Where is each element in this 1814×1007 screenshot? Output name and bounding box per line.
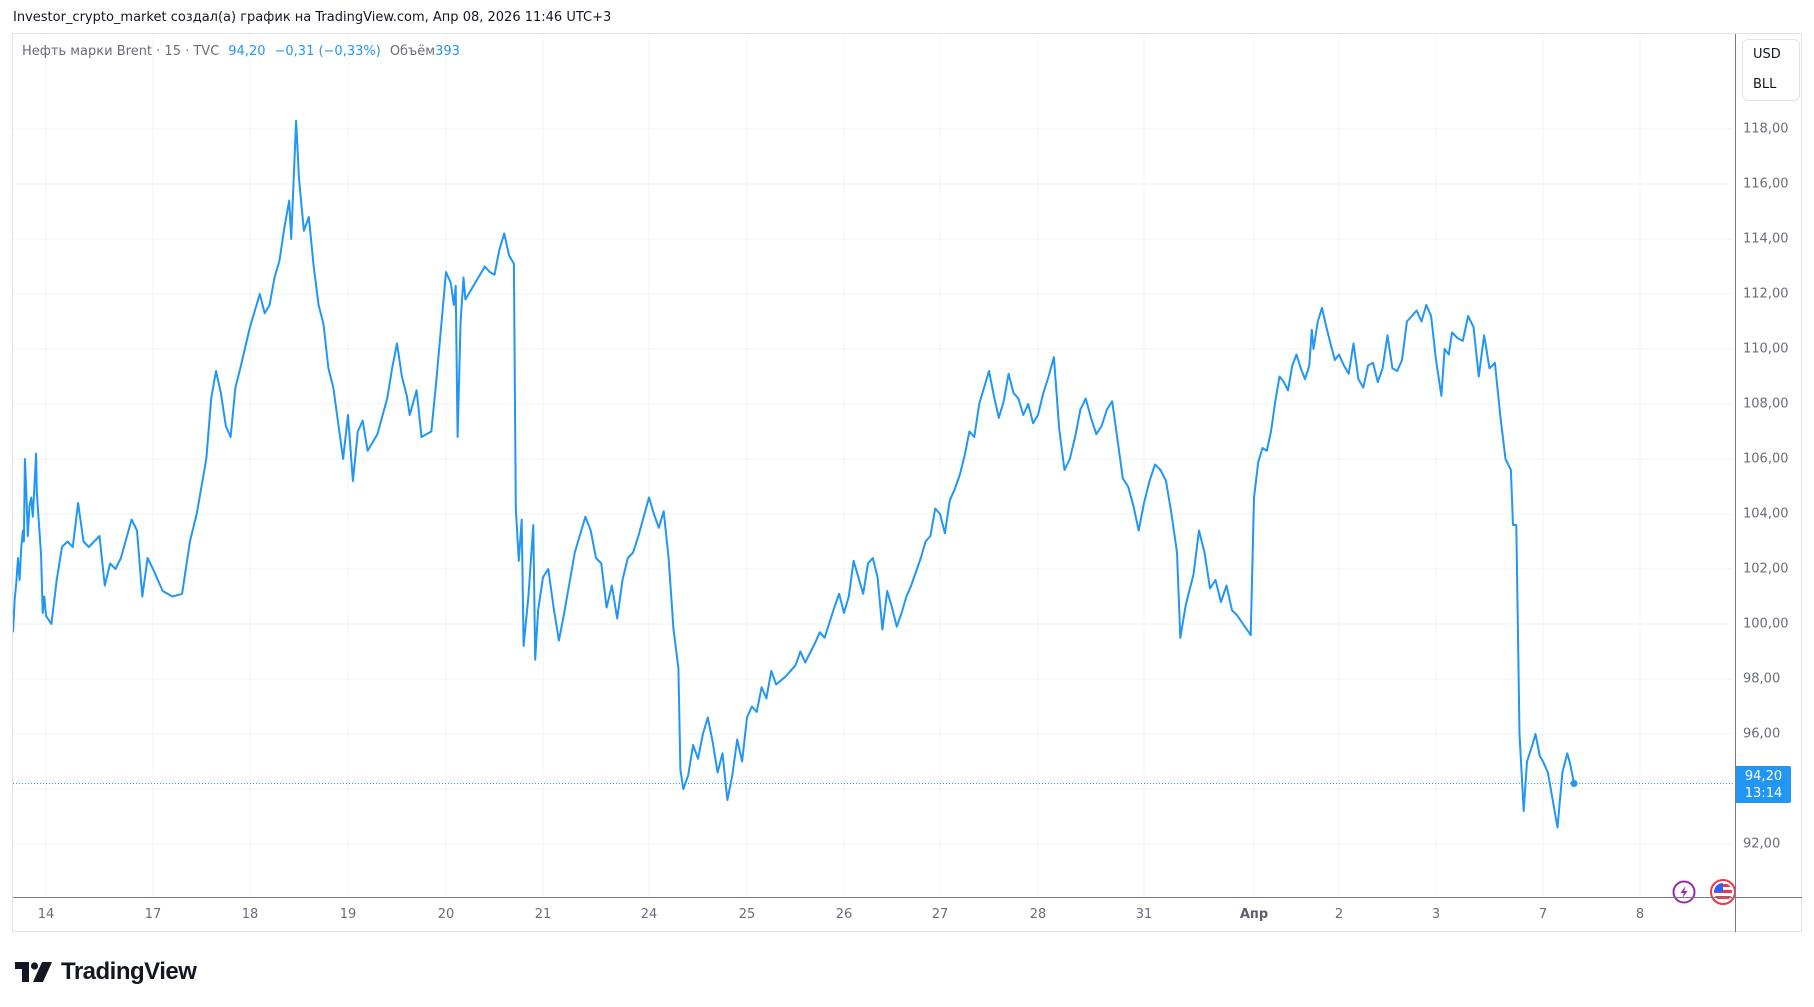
tradingview-logo-icon: [15, 962, 52, 982]
time-axis-label: 20: [437, 907, 455, 922]
price-chart-plot: [13, 34, 1734, 897]
price-axis-label: 110,00: [1743, 341, 1789, 357]
tradingview-logo[interactable]: TradingView: [15, 958, 197, 986]
time-axis-label: 14: [37, 907, 55, 922]
price-axis-label: 106,00: [1743, 451, 1789, 467]
price-axis-label: 100,00: [1743, 616, 1789, 632]
volume-value: 393: [435, 44, 460, 59]
price-axis-label: 102,00: [1743, 561, 1789, 577]
chart-container: Нефть марки Brent · 15 · TVC 94,20 −0,31…: [12, 33, 1802, 932]
bar-countdown: 13:14: [1744, 785, 1783, 801]
time-axis-label: 8: [1635, 907, 1645, 922]
price-axis-label: 98,00: [1743, 671, 1781, 687]
price-axis-label: 118,00: [1743, 121, 1789, 137]
symbol-title[interactable]: Нефть марки Brent · 15 · TVC: [22, 44, 220, 59]
last-price-tag-value: 94,20: [1744, 768, 1783, 784]
time-axis-label: 7: [1538, 907, 1548, 922]
grid-lines: [13, 34, 1734, 897]
chart-attribution: Investor_crypto_market создал(а) график …: [13, 10, 612, 25]
time-axis-label: 27: [931, 907, 949, 922]
price-axis-label: 104,00: [1743, 506, 1789, 522]
currency-unit-button[interactable]: USD BLL: [1742, 39, 1800, 101]
price-axis[interactable]: USD BLL 118,00 116,00 114,00 112,00 110,00 10…: [1735, 34, 1802, 897]
time-axis-label: 17: [144, 907, 162, 922]
price-axis-label: 114,00: [1743, 231, 1789, 247]
price-axis-label: 116,00: [1743, 176, 1789, 192]
time-axis-label: 26: [835, 907, 853, 922]
unit-label: BLL: [1753, 77, 1777, 92]
time-axis-label: 28: [1029, 907, 1047, 922]
time-axis-label: 3: [1431, 907, 1441, 922]
price-axis-label: 92,00: [1743, 836, 1781, 852]
chart-legend: Нефть марки Brent · 15 · TVC 94,20 −0,31…: [22, 44, 460, 59]
last-price-tag: 94,20 13:14: [1736, 765, 1791, 803]
price-axis-label: 108,00: [1743, 396, 1789, 412]
volume-label: Объём: [389, 44, 436, 59]
chart-pane[interactable]: Нефть марки Brent · 15 · TVC 94,20 −0,31…: [13, 34, 1736, 905]
time-axis-label: 2: [1334, 907, 1344, 922]
time-axis-label: 31: [1135, 907, 1153, 922]
price-change: −0,31 (−0,33%): [274, 44, 381, 59]
time-axis-label: 19: [339, 907, 357, 922]
last-price-dot: [1570, 780, 1578, 787]
time-axis-label: 21: [534, 907, 552, 922]
price-axis-label: 96,00: [1743, 726, 1781, 742]
price-axis-label: 112,00: [1743, 286, 1789, 302]
us-flag-icon[interactable]: [1710, 879, 1736, 905]
axis-corner: [1735, 897, 1802, 932]
time-axis-label: 25: [738, 907, 756, 922]
time-axis-label: 24: [640, 907, 658, 922]
price-line: [13, 119, 1575, 829]
time-axis[interactable]: 14 17 18 19 20 21 24 25 26 27 28 31 Апр 2 3 7 8: [13, 897, 1734, 932]
currency-label: USD: [1753, 47, 1781, 62]
tradingview-wordmark: TradingView: [61, 958, 197, 985]
time-axis-label: Апр: [1239, 907, 1269, 922]
last-price: 94,20: [228, 44, 266, 59]
time-axis-label: 18: [241, 907, 259, 922]
